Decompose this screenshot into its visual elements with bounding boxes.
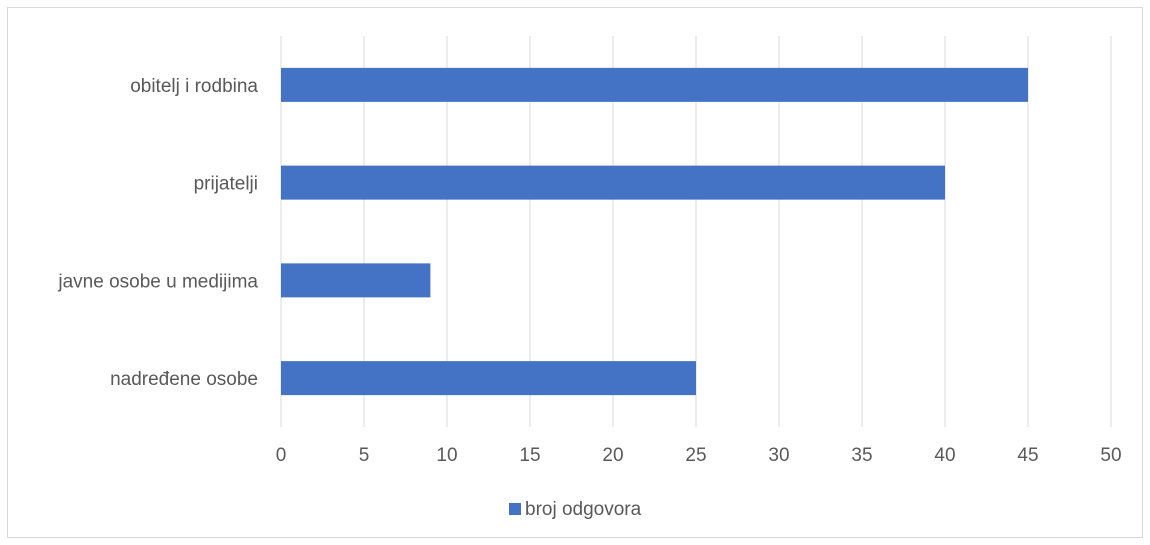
category-label: prijatelji [194, 174, 258, 195]
category-label: nadređene osobe [110, 369, 258, 390]
x-tick-label: 35 [851, 445, 872, 466]
bar-2 [281, 263, 431, 298]
x-tick-label: 20 [602, 445, 623, 466]
legend-label: broj odgovora [525, 499, 642, 520]
bars [281, 67, 1028, 396]
x-tick-label: 0 [276, 445, 287, 466]
category-labels: obitelj i rodbina prijatelji javne osobe u… [57, 76, 258, 390]
x-tick-label: 50 [1100, 445, 1121, 466]
x-axis-ticks: 0 5 10 15 20 25 30 35 40 45 50 [276, 445, 1122, 466]
bar-0 [281, 67, 1028, 102]
bar-1 [281, 165, 945, 200]
x-tick-label: 40 [934, 445, 955, 466]
category-label: javne osobe u medijima [57, 271, 258, 292]
x-tick-label: 30 [768, 445, 789, 466]
x-tick-label: 10 [436, 445, 457, 466]
bar-3 [281, 361, 696, 396]
category-label: obitelj i rodbina [130, 76, 258, 97]
x-tick-label: 5 [359, 445, 370, 466]
x-tick-label: 45 [1017, 445, 1038, 466]
x-tick-label: 15 [519, 445, 540, 466]
legend: broj odgovora [509, 499, 642, 520]
x-tick-label: 25 [685, 445, 706, 466]
legend-swatch [509, 503, 521, 515]
